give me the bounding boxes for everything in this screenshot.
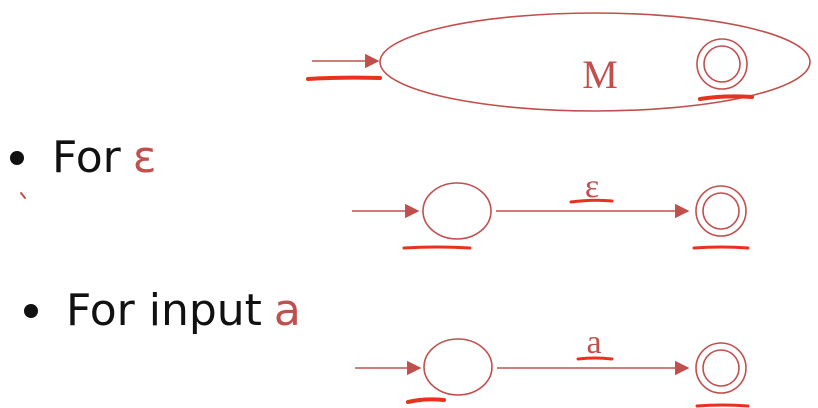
highlight-underline [402, 245, 472, 250]
machine-accept-state [696, 38, 748, 90]
bullet-input-a: For input a [24, 285, 301, 336]
machine-label: M [582, 52, 618, 97]
input-a-nfa: a [355, 324, 750, 408]
machine-ellipse [379, 12, 811, 112]
epsilon-transition-label: ε [585, 168, 599, 205]
highlight-underline [695, 403, 750, 408]
epsilon-nfa: ε [352, 168, 750, 250]
bullet-symbol: a [273, 285, 301, 336]
bullet-epsilon: For ε [10, 132, 157, 183]
input-a-start-state [423, 338, 493, 396]
machine-m: M [306, 12, 811, 112]
epsilon-start-state [422, 182, 492, 240]
highlight-underline [569, 198, 614, 204]
bullet-symbol: ε [132, 132, 157, 183]
stray-mark [20, 192, 26, 199]
highlight-underline [406, 397, 446, 404]
highlight-underline [692, 245, 750, 250]
bullet-text: For input [66, 285, 262, 336]
input-a-transition-label: a [586, 324, 601, 361]
bullet-dot [10, 150, 24, 165]
highlight-underline [306, 75, 382, 81]
highlight-underline [576, 356, 614, 361]
input-a-accept-state [695, 342, 747, 394]
highlight-underline [698, 94, 754, 101]
epsilon-accept-state [695, 185, 747, 237]
bullet-text: For [52, 132, 121, 183]
bullet-dot [24, 303, 38, 318]
